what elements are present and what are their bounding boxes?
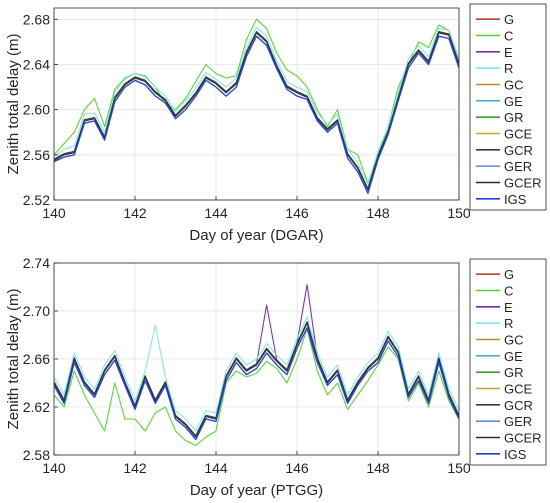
x-axis-label: Day of year (DGAR): [189, 227, 323, 244]
legend-label: R: [504, 316, 513, 331]
legend-label: GR: [504, 365, 524, 380]
legend-item: GE: [476, 94, 523, 109]
legend-label: GCER: [504, 176, 542, 191]
legend-item: GCE: [476, 382, 533, 397]
legend-label: C: [504, 29, 513, 44]
legend-item: GCE: [476, 127, 533, 142]
legend-item: GCR: [476, 398, 533, 413]
legend-label: GCE: [504, 382, 533, 397]
y-axis-label: Zenith total delay (m): [5, 34, 22, 175]
legend-label: GCR: [504, 143, 533, 158]
y-tick-label: 2.66: [23, 351, 50, 367]
legend-label: C: [504, 284, 513, 299]
series-lines: [54, 284, 459, 446]
y-tick-label: 2.70: [23, 303, 50, 319]
legend-item: GC: [476, 78, 524, 93]
legend-item: E: [476, 45, 513, 60]
legend-item: GER: [476, 414, 532, 429]
x-tick-label: 148: [366, 460, 390, 476]
legend-item: R: [476, 316, 513, 331]
legend-label: GER: [504, 414, 532, 429]
x-tick-label: 146: [285, 460, 309, 476]
legend-item: GE: [476, 349, 523, 364]
x-tick-label: 142: [123, 460, 147, 476]
series-line-igs: [54, 327, 459, 441]
series-line-c: [54, 328, 459, 446]
x-tick-label: 148: [366, 205, 390, 221]
legend-item: GR: [476, 365, 524, 380]
legend-label: GE: [504, 94, 523, 109]
legend-item: C: [476, 284, 513, 299]
x-tick-label: 142: [123, 205, 147, 221]
x-axis-label: Day of year (PTGG): [190, 482, 323, 499]
legend-item: IGS: [476, 192, 527, 207]
series-line-gcer: [54, 322, 459, 438]
x-tick-label: 150: [447, 460, 471, 476]
legend-item: G: [476, 267, 514, 282]
y-tick-label: 2.52: [23, 192, 50, 208]
y-tick-label: 2.58: [23, 447, 50, 463]
legend-label: GE: [504, 349, 523, 364]
chart-panel-1: 140 142 144 146 148 150 2.52 2.56 2.60 2.64 2.68 Da…: [5, 3, 547, 244]
y-tick-label: 2.68: [23, 11, 50, 27]
series-line-igs: [54, 35, 459, 194]
legend-label: E: [504, 300, 513, 315]
legend-item: E: [476, 300, 513, 315]
y-tick-label: 2.64: [23, 56, 50, 72]
legend-label: G: [504, 12, 514, 27]
x-tick-label: 150: [447, 205, 471, 221]
legend-label: GC: [504, 78, 524, 93]
x-tick-label: 144: [204, 460, 228, 476]
series-line-r: [54, 26, 459, 185]
series-lines: [54, 18, 459, 194]
legend-label: G: [504, 267, 514, 282]
legend-label: IGS: [504, 447, 527, 462]
legend-item: IGS: [476, 447, 527, 462]
y-axis-label: Zenith total delay (m): [5, 289, 22, 430]
y-tick-label: 2.62: [23, 399, 50, 415]
x-tick-label: 146: [285, 205, 309, 221]
legend-item: GER: [476, 159, 532, 174]
plot-area: [54, 8, 459, 200]
legend-item: GR: [476, 110, 524, 125]
y-tick-label: 2.60: [23, 102, 50, 118]
legend-item: R: [476, 61, 513, 76]
legend-label: E: [504, 45, 513, 60]
x-tick-label: 140: [42, 460, 66, 476]
legend-item: GCR: [476, 143, 533, 158]
chart-panel-2: 140 142 144 146 148 150 2.58 2.62 2.66 2.70 2.74 Da…: [5, 255, 547, 499]
legend-label: GCR: [504, 398, 533, 413]
legend-item: GCER: [476, 176, 542, 191]
series-line-r: [54, 316, 459, 432]
x-tick-label: 140: [42, 205, 66, 221]
legend-label: R: [504, 61, 513, 76]
y-tick-label: 2.56: [23, 147, 50, 163]
legend-label: GCER: [504, 431, 542, 446]
legend-label: GR: [504, 110, 524, 125]
legend-box: [469, 258, 547, 466]
legend-item: G: [476, 12, 514, 27]
legend-label: GCE: [504, 127, 533, 142]
legend-label: GC: [504, 333, 524, 348]
legend-item: GCER: [476, 431, 542, 446]
legend-item: C: [476, 29, 513, 44]
legend-label: IGS: [504, 192, 527, 207]
axes-box: [53, 7, 460, 201]
x-tick-label: 144: [204, 205, 228, 221]
y-tick-label: 2.74: [23, 255, 50, 271]
legend-label: GER: [504, 159, 532, 174]
legend-item: GC: [476, 333, 524, 348]
legend-box: [469, 3, 547, 211]
